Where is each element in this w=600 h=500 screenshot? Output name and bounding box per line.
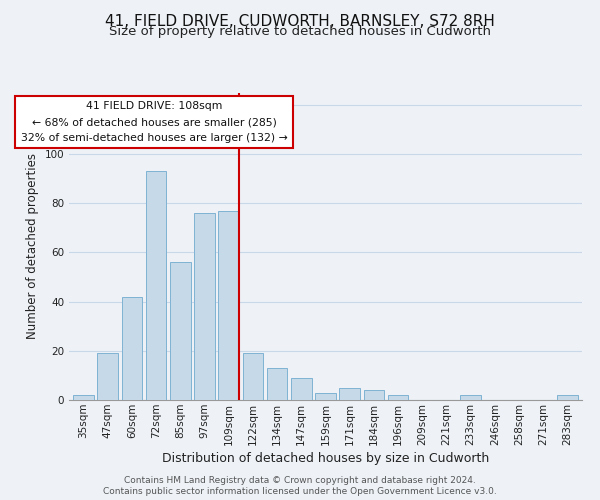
Text: 41, FIELD DRIVE, CUDWORTH, BARNSLEY, S72 8RH: 41, FIELD DRIVE, CUDWORTH, BARNSLEY, S72… [105,14,495,29]
Text: Contains public sector information licensed under the Open Government Licence v3: Contains public sector information licen… [103,487,497,496]
Bar [242,354,263,400]
Y-axis label: Number of detached properties: Number of detached properties [26,153,39,339]
Bar [460,395,481,400]
Text: Contains HM Land Registry data © Crown copyright and database right 2024.: Contains HM Land Registry data © Crown c… [124,476,476,485]
Text: 41 FIELD DRIVE: 108sqm
← 68% of detached houses are smaller (285)
32% of semi-de: 41 FIELD DRIVE: 108sqm ← 68% of detached… [20,102,287,142]
Bar [291,378,311,400]
X-axis label: Distribution of detached houses by size in Cudworth: Distribution of detached houses by size … [162,452,489,465]
Bar [364,390,384,400]
Bar [388,395,409,400]
Bar [267,368,287,400]
Bar [97,354,118,400]
Bar [122,296,142,400]
Bar [146,171,166,400]
Text: Size of property relative to detached houses in Cudworth: Size of property relative to detached ho… [109,25,491,38]
Bar [218,210,239,400]
Bar [170,262,191,400]
Bar [194,213,215,400]
Bar [73,395,94,400]
Bar [340,388,360,400]
Bar [557,395,578,400]
Bar [315,392,336,400]
